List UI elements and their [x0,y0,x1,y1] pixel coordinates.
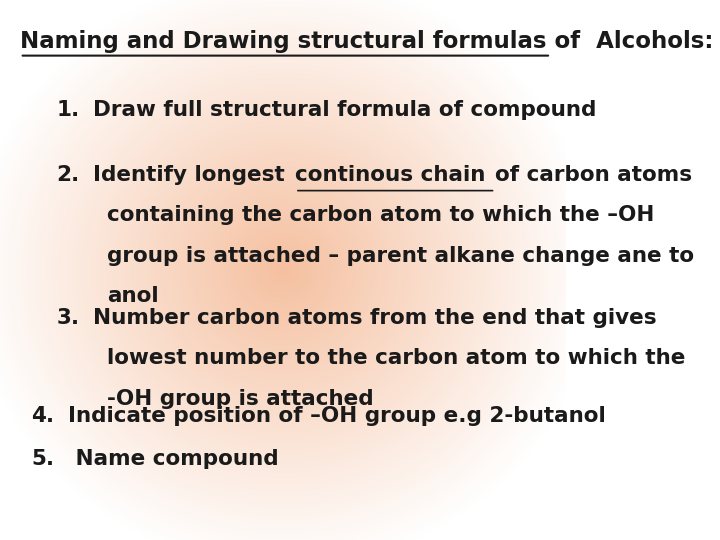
Text: 1.: 1. [56,100,80,120]
Text: Identify longest: Identify longest [94,165,292,185]
Text: continous chain: continous chain [295,165,493,185]
Text: group is attached – parent alkane change ane to: group is attached – parent alkane change… [107,246,695,266]
Text: -OH group is attached: -OH group is attached [107,389,374,409]
Text: Name compound: Name compound [68,449,279,469]
Text: Number carbon atoms from the end that gives: Number carbon atoms from the end that gi… [94,308,657,328]
Text: 5.: 5. [31,449,54,469]
Text: of carbon atoms: of carbon atoms [495,165,693,185]
Text: 3.: 3. [56,308,80,328]
Text: Naming and Drawing structural formulas of  Alcohols:: Naming and Drawing structural formulas o… [19,30,713,53]
Text: Draw full structural formula of compound: Draw full structural formula of compound [94,100,597,120]
Text: lowest number to the carbon atom to which the: lowest number to the carbon atom to whic… [107,348,685,368]
Text: containing the carbon atom to which the –OH: containing the carbon atom to which the … [107,205,654,225]
Text: anol: anol [107,286,159,306]
Text: 2.: 2. [56,165,80,185]
Text: 4.: 4. [31,406,54,426]
Text: Indicate position of –OH group e.g 2-butanol: Indicate position of –OH group e.g 2-but… [68,406,606,426]
